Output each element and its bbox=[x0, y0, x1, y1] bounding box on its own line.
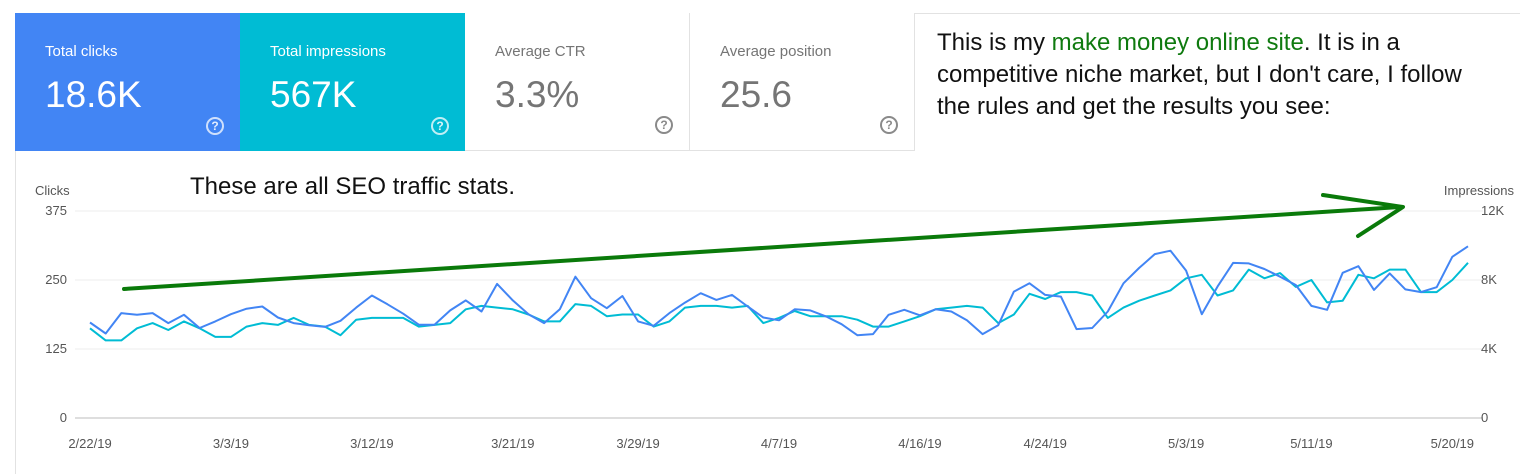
x-tick-label: 5/3/19 bbox=[1168, 436, 1204, 451]
average-ctr-card[interactable]: Average CTR 3.3% ? bbox=[465, 13, 690, 151]
y-tick-label-left: 375 bbox=[45, 203, 67, 218]
y-tick-label-left: 0 bbox=[60, 410, 67, 425]
note-text-before: This is my bbox=[937, 29, 1052, 56]
total-impressions-label: Total impressions bbox=[270, 43, 386, 60]
trend-arrow-shaft bbox=[122, 205, 1402, 291]
y-tick-label-left: 125 bbox=[45, 341, 67, 356]
help-icon[interactable]: ? bbox=[880, 116, 898, 134]
x-tick-label: 4/24/19 bbox=[1024, 436, 1067, 451]
help-icon[interactable]: ? bbox=[206, 117, 224, 135]
total-clicks-label: Total clicks bbox=[45, 43, 118, 60]
y-tick-label-right: 8K bbox=[1481, 272, 1497, 287]
note-highlight: make money online site bbox=[1051, 29, 1304, 56]
average-position-value: 25.6 bbox=[720, 74, 793, 115]
total-impressions-value: 567K bbox=[270, 74, 357, 115]
gridlines bbox=[75, 210, 1483, 419]
x-tick-label: 3/12/19 bbox=[350, 436, 393, 451]
y-tick-label-right: 12K bbox=[1481, 203, 1504, 218]
x-tick-label: 4/16/19 bbox=[898, 436, 941, 451]
x-tick-label: 3/3/19 bbox=[213, 436, 249, 451]
y-axis-ticks-left: 0 125 250 375 bbox=[45, 203, 67, 425]
clicks-series-line bbox=[89, 245, 1469, 337]
x-tick-label: 5/20/19 bbox=[1431, 436, 1474, 451]
y-axis-title-left: Clicks bbox=[35, 183, 70, 198]
help-icon[interactable]: ? bbox=[431, 117, 449, 135]
annotation-note: This is my make money online site. It is… bbox=[937, 27, 1497, 123]
trend-arrow-head bbox=[1321, 193, 1405, 238]
note-text-after: . It is in a competitive niche market, b… bbox=[937, 29, 1462, 120]
y-axis-title-right: Impressions bbox=[1443, 183, 1514, 198]
y-tick-label-left: 250 bbox=[45, 272, 67, 287]
help-icon[interactable]: ? bbox=[655, 116, 673, 134]
average-ctr-label: Average CTR bbox=[495, 43, 586, 60]
y-tick-label-right: 4K bbox=[1481, 341, 1497, 356]
impressions-series-line bbox=[89, 262, 1469, 342]
x-axis-ticks: 2/22/19 3/3/19 3/12/19 3/21/19 3/29/19 4/7/19… bbox=[68, 436, 1474, 451]
y-tick-label-right: 0 bbox=[1481, 410, 1488, 425]
x-tick-label: 3/29/19 bbox=[616, 436, 659, 451]
x-tick-label: 2/22/19 bbox=[68, 436, 111, 451]
total-impressions-card[interactable]: Total impressions 567K ? bbox=[240, 13, 465, 151]
x-tick-label: 4/7/19 bbox=[761, 436, 797, 451]
average-position-label: Average position bbox=[720, 43, 832, 60]
trend-arrow bbox=[122, 193, 1405, 291]
total-clicks-value: 18.6K bbox=[45, 74, 142, 115]
chart-annotation-text: These are all SEO traffic stats. bbox=[190, 173, 516, 200]
x-tick-label: 5/11/19 bbox=[1290, 436, 1332, 451]
x-tick-label: 3/21/19 bbox=[491, 436, 534, 451]
y-axis-ticks-right: 0 4K 8K 12K bbox=[1481, 203, 1504, 425]
series-lines bbox=[89, 245, 1469, 342]
average-ctr-value: 3.3% bbox=[495, 74, 580, 115]
total-clicks-card[interactable]: Total clicks 18.6K ? bbox=[15, 13, 240, 151]
average-position-card[interactable]: Average position 25.6 ? bbox=[690, 13, 915, 151]
